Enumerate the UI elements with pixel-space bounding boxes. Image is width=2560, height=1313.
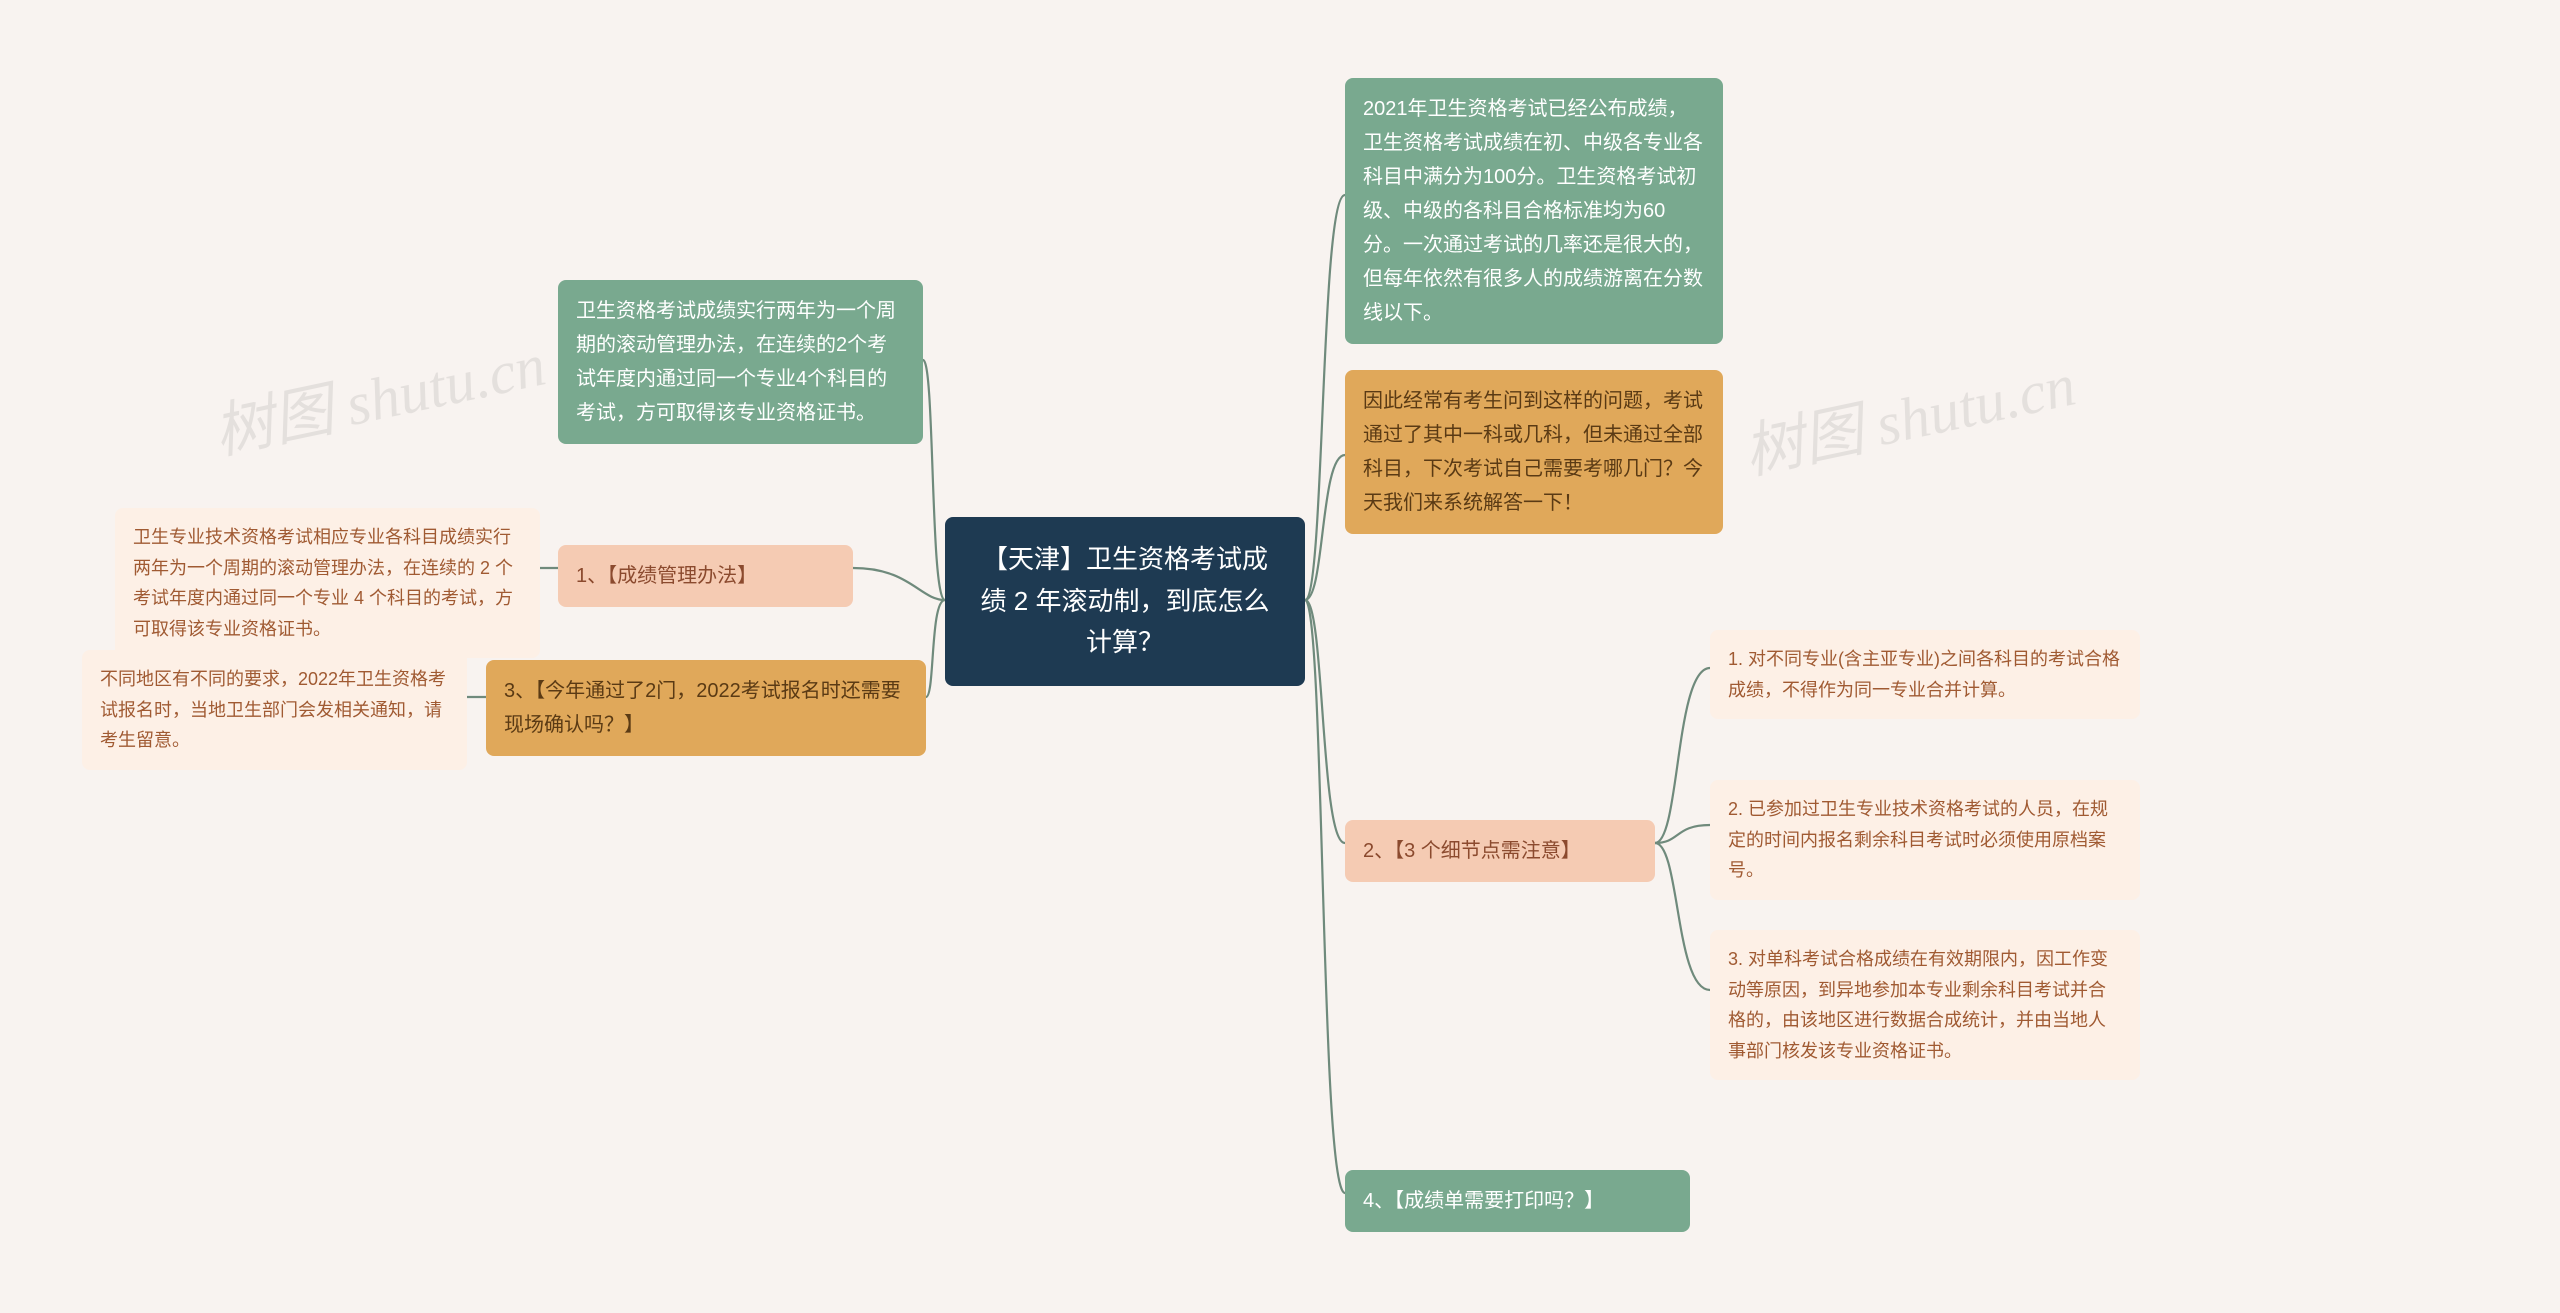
root-node[interactable]: 【天津】卫生资格考试成绩 2 年滚动制，到底怎么计算？ (945, 517, 1305, 686)
watermark: 树图 shutu.cn (205, 316, 552, 471)
branch-2-leaf-3[interactable]: 3. 对单科考试合格成绩在有效期限内，因工作变动等原因，到异地参加本专业剩余科目… (1710, 930, 2140, 1080)
branch-1-node[interactable]: 1、【成绩管理办法】 (558, 545, 853, 607)
left-intro-node[interactable]: 卫生资格考试成绩实行两年为一个周期的滚动管理办法，在连续的2个考试年度内通过同一… (558, 280, 923, 444)
branch-2-leaf-1[interactable]: 1. 对不同专业(含主亚专业)之间各科目的考试合格成绩，不得作为同一专业合并计算… (1710, 630, 2140, 719)
right-intro1-node[interactable]: 2021年卫生资格考试已经公布成绩，卫生资格考试成绩在初、中级各专业各科目中满分… (1345, 78, 1723, 344)
branch-4-node[interactable]: 4、【成绩单需要打印吗？】 (1345, 1170, 1690, 1232)
watermark: 树图 shutu.cn (1735, 336, 2082, 491)
branch-3-node[interactable]: 3、【今年通过了2门，2022考试报名时还需要现场确认吗？】 (486, 660, 926, 756)
branch-3-leaf[interactable]: 不同地区有不同的要求，2022年卫生资格考试报名时，当地卫生部门会发相关通知，请… (82, 650, 467, 770)
right-intro2-node[interactable]: 因此经常有考生问到这样的问题，考试通过了其中一科或几科，但未通过全部科目，下次考… (1345, 370, 1723, 534)
branch-1-leaf[interactable]: 卫生专业技术资格考试相应专业各科目成绩实行两年为一个周期的滚动管理办法，在连续的… (115, 508, 540, 658)
branch-2-leaf-2[interactable]: 2. 已参加过卫生专业技术资格考试的人员，在规定的时间内报名剩余科目考试时必须使… (1710, 780, 2140, 900)
branch-2-node[interactable]: 2、【3 个细节点需注意】 (1345, 820, 1655, 882)
